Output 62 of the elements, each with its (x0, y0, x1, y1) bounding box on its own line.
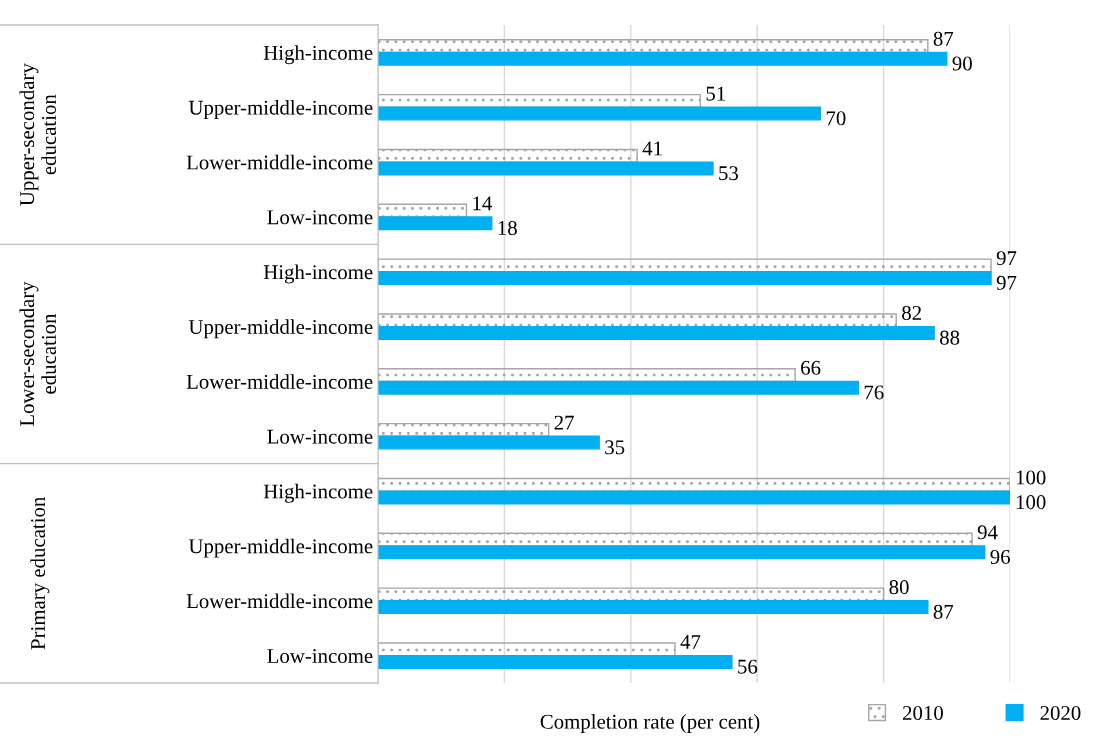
bar (378, 368, 796, 383)
data-label: 80 (889, 580, 909, 595)
bar (378, 587, 885, 602)
bar (378, 51, 948, 66)
bar (378, 642, 676, 657)
bar (378, 313, 897, 328)
data-label: 100 (1016, 470, 1046, 485)
y-tick-label: Low-income (267, 429, 373, 444)
bar (378, 106, 822, 121)
data-label: 14 (473, 196, 493, 211)
y-tick-label: Lower-middle-income (186, 374, 373, 389)
bar (378, 39, 929, 54)
data-label: 53 (719, 166, 739, 181)
data-label: 41 (642, 141, 662, 156)
data-label: 35 (605, 440, 625, 455)
x-axis-title: Completion rate (per cent) (540, 714, 760, 733)
data-label: 70 (826, 111, 846, 126)
bar (378, 490, 1010, 505)
y-tick-label: Upper-middle-income (188, 100, 373, 119)
text: Upper-secondary education (19, 63, 57, 206)
bar (378, 93, 702, 108)
data-label: 88 (940, 330, 960, 345)
bar (378, 545, 986, 560)
y-tick-label: Upper-middle-income (188, 319, 373, 339)
data-label: 27 (554, 415, 574, 430)
y-tick-label: High-income (263, 45, 373, 65)
y-tick-label: Lower-middle-income (186, 154, 373, 170)
data-label: 47 (680, 635, 701, 649)
y-tick-label: Upper-middle-income (188, 538, 373, 558)
data-label: 87 (933, 31, 954, 46)
data-label: 18 (498, 220, 517, 236)
data-label: 82 (902, 305, 921, 321)
bar (378, 435, 600, 450)
y-tick-label: Low-income (267, 649, 373, 664)
data-label: 56 (738, 659, 758, 674)
bar (378, 380, 860, 395)
data-label: 97 (996, 275, 1017, 290)
bar (378, 422, 550, 437)
data-label: 51 (706, 86, 725, 101)
data-label: 96 (990, 550, 1010, 565)
data-label: 100 (1016, 495, 1046, 510)
y-tick-label: High-income (263, 483, 373, 503)
y-tick-label: Low-income (267, 210, 373, 225)
data-label: 66 (801, 360, 821, 375)
text: Lower-secondary education (19, 281, 57, 427)
y-tick-label: High-income (263, 264, 373, 284)
legend-label: 2020 (1040, 705, 1081, 721)
text: Primary education (30, 496, 50, 650)
data-label: 90 (952, 56, 972, 71)
bar (378, 654, 733, 669)
bar (378, 600, 929, 615)
bar (378, 161, 714, 176)
bar (378, 271, 992, 286)
data-label: 94 (977, 525, 998, 540)
y-tick-label: Lower-middle-income (186, 593, 373, 609)
data-label: 76 (864, 385, 884, 400)
legend-label: 2010 (903, 705, 943, 721)
bar (378, 216, 493, 231)
bar (378, 325, 935, 340)
bar (378, 258, 992, 273)
data-label: 97 (996, 251, 1017, 266)
data-label: 87 (933, 604, 954, 619)
